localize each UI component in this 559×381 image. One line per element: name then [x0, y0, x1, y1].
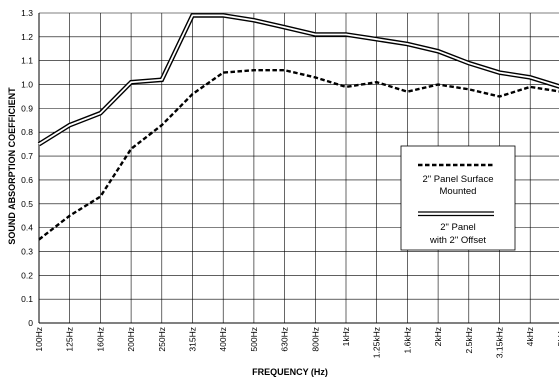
series-lines: [37, 13, 559, 241]
x-tick-label: 5kHz: [556, 327, 559, 346]
y-tick-label: 0.3: [21, 246, 33, 256]
x-tick-label: 200Hz: [126, 327, 136, 352]
y-tick-label: 1.2: [21, 32, 33, 42]
legend-label-1b: Mounted: [440, 186, 477, 197]
x-tick-label: 2.5kHz: [464, 327, 474, 353]
x-tick-label: 125Hz: [65, 327, 75, 352]
y-tick-label: 0.6: [21, 175, 33, 185]
y-axis-title: SOUND ABSORPTION COEFFICIENT: [7, 87, 17, 245]
legend-label-1a: 2" Panel Surface: [423, 174, 494, 185]
series-line-surface-mounted: [38, 68, 559, 241]
x-tick-label: 160Hz: [95, 327, 105, 352]
y-tick-label: 0: [28, 318, 33, 328]
x-tick-label: 1kHz: [341, 327, 351, 346]
x-axis-title: FREQUENCY (Hz): [252, 367, 328, 377]
x-tick-label: 1.6kHz: [402, 327, 412, 353]
x-tick-label: 630Hz: [280, 327, 290, 352]
x-tick-label: 315Hz: [188, 327, 198, 352]
y-tick-label: 0.4: [21, 223, 33, 233]
y-tick-label: 1.3: [21, 8, 33, 18]
x-tick-label: 100Hz: [34, 327, 44, 352]
y-tick-label: 0.8: [21, 127, 33, 137]
x-tick-label: 800Hz: [310, 327, 320, 352]
legend-label-2b: with 2" Offset: [429, 235, 486, 246]
y-tick-label: 0.9: [21, 103, 33, 113]
y-tick-label: 0.5: [21, 199, 33, 209]
legend: 2" Panel Surface Mounted 2" Panel with 2…: [400, 145, 516, 251]
y-tick-labels: 0 0.1 0.2 0.3 0.4 0.5 0.6 0.7 0.8 0.9 1.0 1.1 1.2 1.3: [21, 8, 33, 328]
series-line-offset-inner: [38, 14, 559, 145]
x-tick-label: 1.25kHz: [372, 327, 382, 358]
legend-label-2a: 2" Panel: [440, 222, 476, 233]
x-tick-label: 4kHz: [525, 327, 535, 346]
legend-box: [400, 145, 516, 251]
y-tick-label: 0.2: [21, 270, 33, 280]
series-line-offset-outer: [37, 13, 559, 147]
x-tick-label: 250Hz: [157, 327, 167, 352]
x-tick-label: 3.15kHz: [495, 327, 505, 358]
y-tick-label: 1.1: [21, 56, 33, 66]
x-tick-label: 400Hz: [218, 327, 228, 352]
y-tick-label: 0.1: [21, 294, 33, 304]
x-tick-label: 500Hz: [249, 327, 259, 352]
y-tick-label: 0.7: [21, 151, 33, 161]
y-tick-label: 1.0: [21, 80, 33, 90]
x-tick-labels: 100Hz 125Hz 160Hz 200Hz 250Hz 315Hz 400Hz 500Hz…: [34, 327, 559, 358]
x-tick-label: 2kHz: [433, 327, 443, 346]
